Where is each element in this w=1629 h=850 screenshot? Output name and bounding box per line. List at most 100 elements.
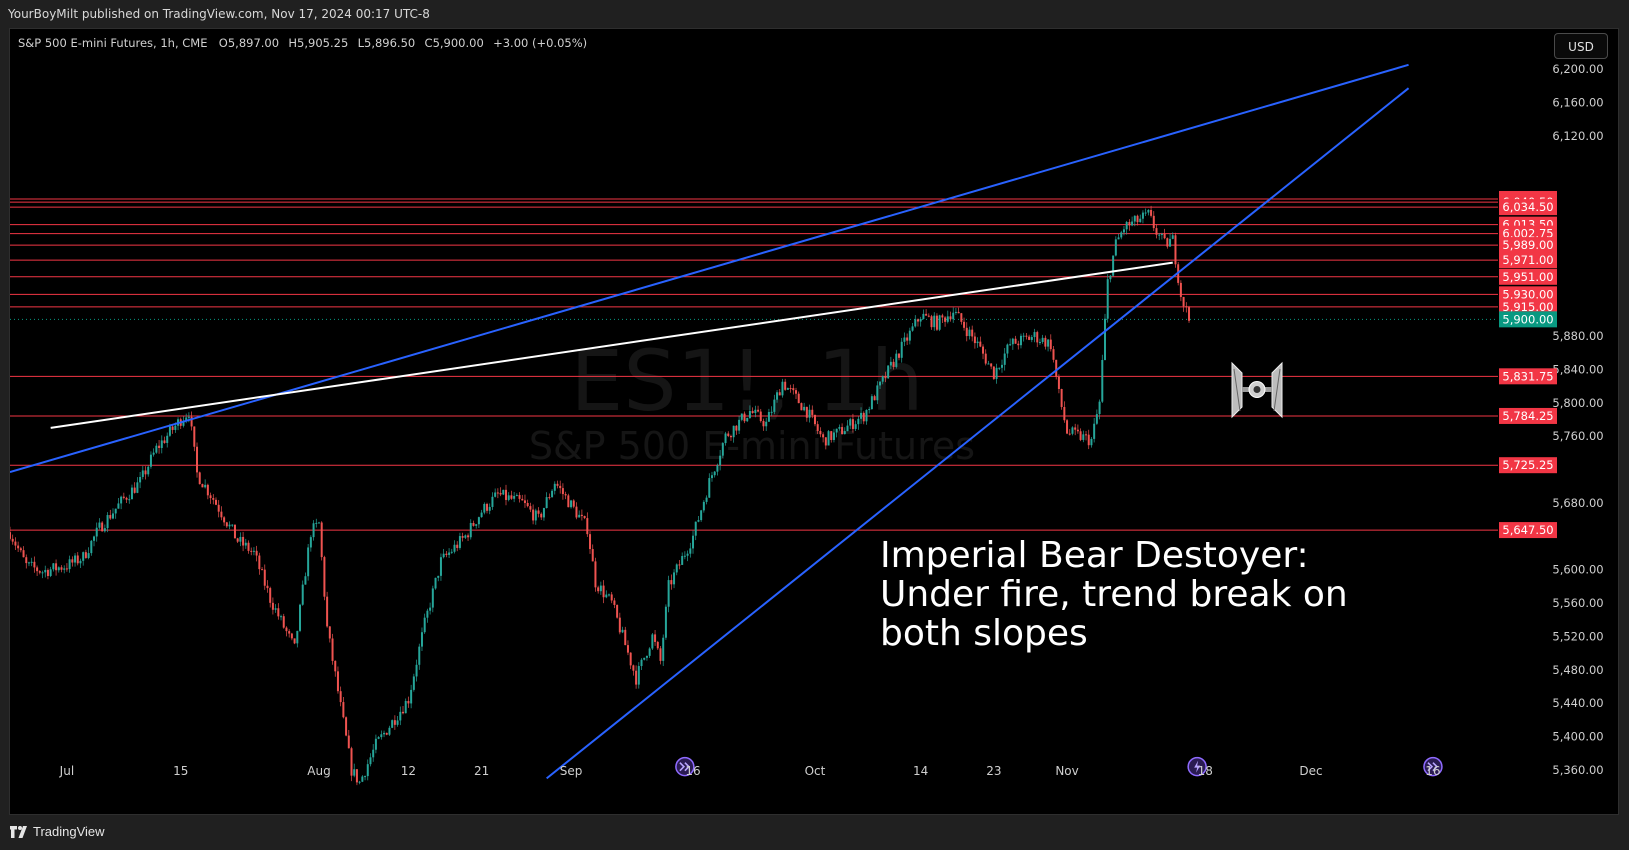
candle-body — [431, 588, 434, 608]
candle-body — [1006, 344, 1009, 354]
current-price-label: 5,900.00 — [1499, 311, 1557, 328]
level-price-label: 5,725.25 — [1499, 457, 1557, 474]
candle-body — [269, 588, 272, 603]
close-label: C — [424, 36, 433, 50]
event-markers[interactable] — [675, 756, 1443, 777]
candle-body — [933, 315, 936, 328]
candle-body — [399, 711, 402, 721]
symbol-description[interactable]: S&P 500 E-mini Futures, 1h, CME — [18, 36, 208, 50]
candle-body — [694, 521, 697, 536]
candle-body — [1150, 209, 1153, 216]
candle-body — [537, 510, 540, 514]
candle-body — [805, 406, 808, 418]
candle-body — [388, 727, 391, 735]
level-label-box — [1499, 199, 1557, 216]
candle-body — [673, 572, 676, 585]
candle-body — [477, 517, 480, 525]
candle-body — [803, 406, 806, 411]
annotation-line-3: both slopes — [880, 613, 1088, 654]
open-label: O — [218, 36, 228, 50]
candle-body — [339, 691, 342, 703]
candle-body — [1155, 228, 1158, 235]
candle-body — [716, 465, 719, 472]
candle-body — [320, 522, 323, 558]
candle-body — [309, 537, 312, 548]
time-axis[interactable]: Jul 15 Aug 12 21 Sep 16 Oct 14 23 Nov 18 Dec 16 — [59, 764, 1441, 778]
level-label-box — [1499, 368, 1557, 385]
candle-body — [196, 446, 199, 473]
candle-body — [724, 433, 727, 444]
published-line: YourBoyMilt published on TradingView.com… — [8, 7, 430, 21]
candle-body — [851, 419, 854, 429]
candle-body — [415, 664, 418, 677]
level-label-box — [1499, 457, 1557, 474]
candle-body — [418, 646, 421, 665]
level-label-box — [1499, 407, 1557, 424]
candle-body — [507, 495, 510, 500]
candle-body — [762, 421, 765, 427]
candle-body — [22, 550, 25, 558]
annotation-text[interactable]: Imperial Bear Destoyer: Under fire, tren… — [880, 535, 1348, 654]
symbol-legend[interactable]: S&P 500 E-mini Futures, 1h, CME O5,897.0… — [18, 36, 587, 50]
high-value: 5,905.25 — [297, 36, 349, 50]
level-label-text: 5,930.00 — [1502, 287, 1553, 301]
candle-body — [182, 420, 185, 426]
candle-body — [1090, 438, 1093, 446]
candle-body — [984, 353, 987, 364]
candle-body — [919, 318, 922, 322]
tradingview-logo[interactable]: TradingView — [10, 824, 105, 839]
candle-body — [377, 737, 380, 739]
candle-body — [27, 562, 30, 564]
trendline-blue[interactable] — [10, 63, 1409, 474]
price-chart[interactable]: ES1!, 1h S&P 500 E-mini Futures Imperial… — [10, 29, 1618, 814]
time-axis-label: Jul — [59, 764, 74, 778]
candle-body — [326, 596, 329, 627]
candle-body — [328, 626, 331, 639]
candle-body — [830, 431, 833, 440]
level-label-box — [1499, 237, 1557, 254]
candle-body — [228, 524, 231, 527]
candle-body — [198, 472, 201, 485]
candle-body — [147, 466, 150, 475]
candle-body — [938, 315, 941, 330]
trendline-white[interactable] — [50, 261, 1173, 429]
candle-body — [171, 426, 174, 430]
candle-body — [906, 337, 909, 341]
level-label-text: 5,989.00 — [1502, 238, 1553, 252]
candle-body — [656, 641, 659, 649]
level-label-box — [1499, 298, 1557, 315]
horizontal-levels — [10, 198, 1498, 531]
earnings-event-icon[interactable] — [1187, 756, 1207, 777]
candle-body — [1047, 339, 1050, 347]
currency-button[interactable]: USD — [1554, 33, 1608, 59]
candle-body — [472, 522, 475, 526]
candle-body — [599, 585, 602, 592]
candle-body — [1185, 306, 1188, 308]
candle-body — [1055, 359, 1058, 377]
candle-body — [670, 580, 673, 585]
level-label-box — [1499, 268, 1557, 285]
annotation-line-1: Imperial Bear Destoyer: — [880, 535, 1309, 576]
candle-body — [876, 385, 879, 401]
candle-body — [949, 316, 952, 320]
candle-body — [1158, 234, 1161, 236]
candle-body — [1001, 364, 1003, 368]
candle-body — [10, 532, 11, 539]
low-value: 5,896.50 — [364, 36, 416, 50]
candle-body — [456, 544, 459, 548]
chart-panel[interactable]: ES1!, 1h S&P 500 E-mini Futures Imperial… — [9, 28, 1619, 815]
candle-body — [1136, 215, 1139, 223]
trendlines[interactable] — [10, 63, 1410, 780]
forward-event-icon[interactable] — [675, 756, 695, 777]
candle-body — [567, 495, 570, 508]
candle-body — [916, 319, 919, 322]
candle-body — [290, 633, 293, 639]
candle-body — [648, 648, 651, 656]
price-axis[interactable]: 6,200.00 6,160.00 6,120.00 5,880.00 5,840.00… — [1552, 62, 1603, 777]
candle-body — [776, 392, 779, 400]
trendline-blue[interactable] — [546, 87, 1410, 780]
candle-body — [445, 553, 448, 555]
forward-event-icon[interactable] — [1423, 756, 1443, 777]
candle-body — [789, 388, 792, 390]
candle-body — [1044, 337, 1047, 347]
